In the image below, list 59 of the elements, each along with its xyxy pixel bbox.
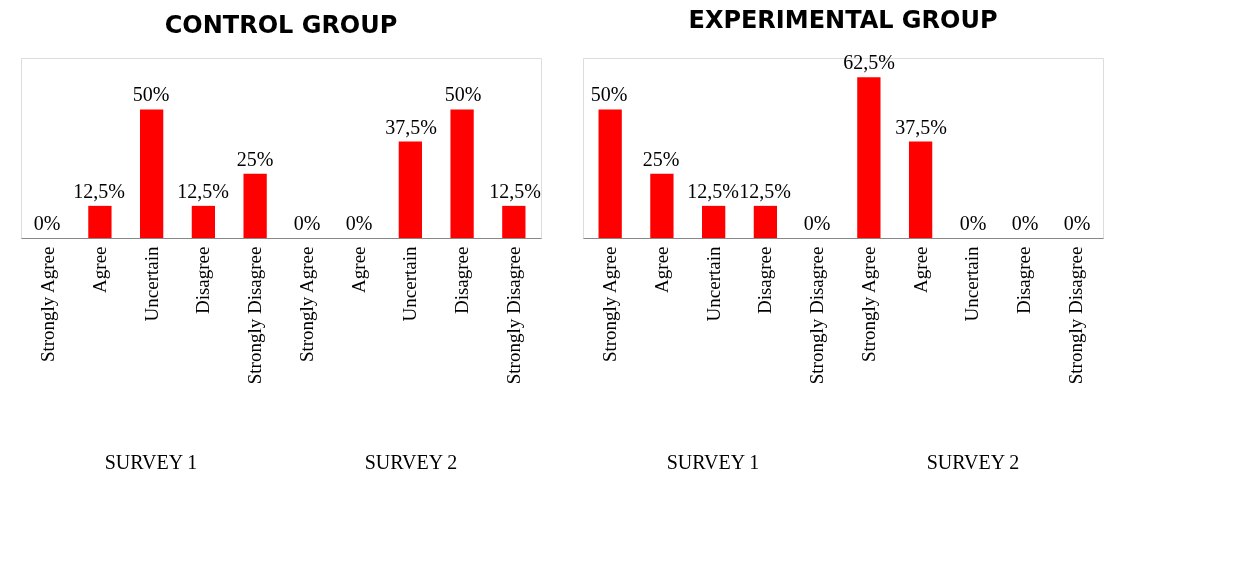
data-label: 37,5% (385, 115, 437, 138)
bar (702, 205, 726, 238)
bar (450, 109, 474, 238)
data-label: 12,5% (177, 179, 229, 202)
x-tick-label: Agree (909, 246, 931, 293)
x-tick-label: Uncertain (399, 246, 421, 322)
x-tick-label: Agree (347, 246, 369, 293)
data-label: 0% (959, 212, 987, 234)
chart-title: CONTROL GROUP (164, 11, 398, 39)
x-tick-label: Disagree (754, 246, 776, 315)
data-label: 12,5% (739, 179, 791, 202)
x-tick-label: Strongly Disagree (244, 246, 266, 385)
data-label: 12,5% (687, 179, 739, 202)
bar (908, 141, 933, 238)
bar (398, 141, 422, 238)
x-tick-label: Strongly Agree (857, 246, 879, 363)
data-label: 37,5% (895, 115, 947, 138)
x-tick-label: Disagree (451, 246, 473, 315)
data-label: 25% (642, 147, 680, 170)
text: SURVEY 1 (104, 451, 198, 473)
chart-title: EXPERIMENTAL GROUP (688, 6, 998, 35)
bar (650, 173, 674, 238)
x-tick-label: Disagree (1013, 246, 1035, 315)
x-tick-label: Strongly Disagree (806, 246, 828, 385)
data-label: 62,5% (843, 51, 895, 74)
x-tick-label: Uncertain (702, 246, 724, 322)
bar (140, 109, 164, 238)
x-tick-label: Strongly Disagree (502, 246, 524, 385)
data-label: 12,5% (73, 179, 125, 202)
data-label: 0% (345, 212, 373, 234)
bar (88, 205, 112, 238)
text: SURVEY 2 (926, 451, 1020, 473)
x-tick-label: Uncertain (961, 246, 983, 322)
bar (502, 205, 526, 238)
data-label: 12,5% (489, 179, 541, 202)
data-label: 50% (444, 83, 482, 106)
x-tick-label: Strongly Agree (37, 246, 59, 363)
data-label: 50% (590, 83, 628, 106)
bar (598, 109, 622, 238)
data-label: 0% (293, 212, 321, 234)
x-tick-label: Agree (88, 246, 110, 293)
bar (243, 173, 267, 238)
text: SURVEY 1 (666, 451, 760, 473)
bar (753, 205, 778, 238)
x-tick-label: Disagree (192, 246, 214, 315)
x-tick-label: Strongly Agree (599, 246, 621, 363)
bar (857, 77, 881, 238)
data-label: 0% (33, 212, 61, 234)
x-tick-label: Strongly Disagree (1064, 246, 1086, 385)
text: SURVEY 2 (364, 451, 458, 473)
x-tick-label: Strongly Agree (295, 246, 317, 363)
x-tick-label: Uncertain (140, 246, 162, 322)
data-label: 0% (1011, 212, 1039, 234)
x-tick-label: Agree (650, 246, 672, 293)
bar (191, 205, 216, 238)
data-label: 25% (236, 147, 274, 170)
data-label: 0% (803, 212, 831, 234)
data-label: 0% (1063, 212, 1091, 234)
data-label: 50% (132, 83, 170, 106)
